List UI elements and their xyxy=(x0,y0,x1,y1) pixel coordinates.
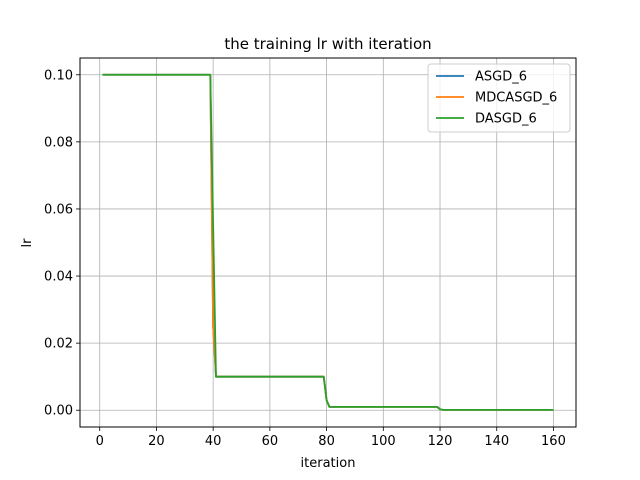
x-tick-label: 100 xyxy=(371,434,396,449)
x-tick-label: 80 xyxy=(318,434,335,449)
legend-label: DASGD_6 xyxy=(475,112,537,127)
x-tick-label: 60 xyxy=(262,434,279,449)
x-axis-label: iteration xyxy=(301,456,356,471)
y-tick-label: 0.10 xyxy=(44,68,73,83)
grid xyxy=(80,58,576,427)
x-tick-label: 120 xyxy=(428,434,453,449)
legend-label: MDCASGD_6 xyxy=(475,91,557,106)
series-group xyxy=(102,73,554,411)
legend: ASGD_6 MDCASGD_6 DASGD_6 xyxy=(427,63,571,133)
ticks: 0 20 40 60 80 100 120 140 160 0.00 0.02 0.04 0.06 0.0… xyxy=(44,68,566,449)
y-axis-label: lr xyxy=(20,238,35,248)
x-tick-label: 20 xyxy=(148,434,165,449)
chart-title: the training lr with iteration xyxy=(224,35,431,53)
legend-label: ASGD_6 xyxy=(475,70,527,85)
x-tick-label: 0 xyxy=(96,434,104,449)
y-tick-label: 0.06 xyxy=(44,202,73,217)
y-tick-label: 0.00 xyxy=(44,404,73,419)
x-tick-label: 160 xyxy=(541,434,566,449)
x-tick-label: 140 xyxy=(484,434,509,449)
plot-frame xyxy=(79,57,577,428)
x-tick-label: 40 xyxy=(205,434,222,449)
series-line-dasgd-6 xyxy=(102,73,554,411)
y-tick-label: 0.02 xyxy=(44,337,73,352)
y-tick-label: 0.08 xyxy=(44,135,73,150)
y-tick-label: 0.04 xyxy=(44,270,73,285)
legend-box xyxy=(427,63,571,133)
